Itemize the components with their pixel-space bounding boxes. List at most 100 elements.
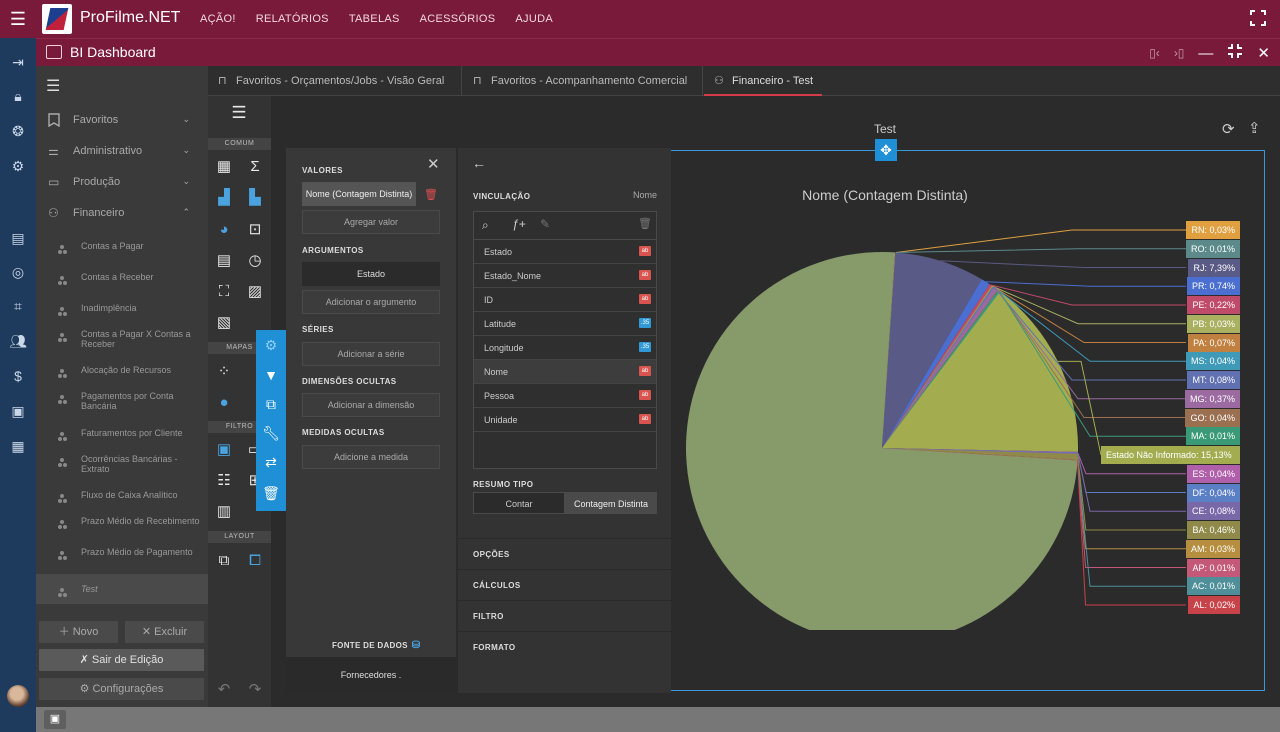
undo-icon[interactable]: ↶ xyxy=(217,681,231,698)
menu-tabelas[interactable]: TABELAS xyxy=(348,13,400,25)
pie-slice-pe[interactable] xyxy=(882,284,992,448)
geo-points-icon[interactable]: ⁘ xyxy=(217,363,231,380)
contagem-distinta-option[interactable]: Contagem Distinta xyxy=(565,492,657,514)
date-filter-icon[interactable]: ▥ xyxy=(216,503,232,520)
adicionar-serie-button[interactable]: Adicionar a série xyxy=(302,342,440,366)
nav-group-administrativo[interactable]: ⚌ Administrativo ⌄ xyxy=(36,137,208,165)
sigma-icon[interactable]: Σ xyxy=(250,158,260,175)
pie-slice-ma[interactable] xyxy=(882,290,1001,448)
value-item-button[interactable]: Nome (Contagem Distinta) xyxy=(302,182,416,206)
dock-right-icon[interactable]: ›▯ xyxy=(1173,46,1185,60)
move-handle-icon[interactable]: ✥ xyxy=(875,139,897,161)
field-row[interactable]: Estado_Nome ab xyxy=(474,264,656,288)
lock-icon[interactable]: 🔒︎ xyxy=(14,88,22,104)
presentation-icon[interactable]: ▣ xyxy=(11,403,25,419)
minimize-icon[interactable]: — xyxy=(1198,44,1214,62)
section-opcoes[interactable]: OPÇÕES xyxy=(458,538,672,570)
export-icon[interactable]: ⇪ xyxy=(1248,120,1261,137)
pie-slice-ba[interactable] xyxy=(882,448,1078,460)
list-filter-icon[interactable]: ☷ xyxy=(217,472,231,489)
nav-item-ocorrencias[interactable]: Ocorrências Bancárias - Extrato xyxy=(36,454,208,476)
nav-item-contas-a-receber[interactable]: Contas a Receber xyxy=(36,272,208,285)
gear-icon[interactable]: ⚙ xyxy=(11,158,25,174)
tab-container-icon[interactable]: ⧠ xyxy=(248,552,261,569)
circles-icon[interactable]: ❂ xyxy=(12,123,24,139)
nav-item-prazo-recebimento[interactable]: Prazo Médio de Recebimento xyxy=(36,516,208,538)
datasource-selector[interactable]: Fornecedores . xyxy=(286,657,456,693)
delete-icon[interactable]: 🗑︎ xyxy=(262,485,280,501)
adicione-medida-button[interactable]: Adicione a medida xyxy=(302,445,440,469)
coins-icon[interactable]: ◎ xyxy=(11,264,25,280)
scatter-icon[interactable]: ⊡ xyxy=(248,221,262,238)
nav-item-prazo-pagamento[interactable]: Prazo Médio de Pagamento xyxy=(36,547,208,569)
adicionar-dimensao-button[interactable]: Adicionar a dimensão xyxy=(302,393,440,417)
pie-slice-estado-não-informado[interactable] xyxy=(882,290,1078,452)
trash-icon[interactable]: 🗑︎ xyxy=(424,189,438,201)
field-row[interactable]: Longitude .35 xyxy=(474,336,656,360)
pie-slice-mg[interactable] xyxy=(882,287,998,448)
text-box-icon[interactable]: ⛶ xyxy=(218,283,230,300)
pie-slice-pr[interactable] xyxy=(882,279,990,448)
nav-item-contas-a-pagar[interactable]: Contas a Pagar xyxy=(36,241,208,254)
adicionar-argumento-button[interactable]: Adicionar o argumento xyxy=(302,290,440,314)
sidenav-toggle-icon[interactable]: ☰ xyxy=(46,78,61,95)
field-row[interactable]: Pessoa ab xyxy=(474,384,656,408)
toolbox-menu-icon[interactable]: ☰ xyxy=(231,103,247,122)
add-calculated-field-icon[interactable]: ƒ+ xyxy=(512,217,526,231)
grid-icon[interactable]: ▦ xyxy=(216,158,232,175)
tab-financeiro-test[interactable]: ⚇ Financeiro - Test xyxy=(704,66,822,96)
section-filtro[interactable]: FILTRO xyxy=(458,600,672,632)
nav-item-pagar-x-receber[interactable]: Contas a Pagar X Contas a Receber xyxy=(36,329,208,351)
nav-item-fluxo-caixa[interactable]: Fluxo de Caixa Analítico xyxy=(36,490,208,503)
filter-icon[interactable]: ▼ xyxy=(264,367,278,383)
delete-field-icon[interactable]: 🗑︎ xyxy=(638,218,652,230)
nav-item-alocacao[interactable]: Alocação de Recursos xyxy=(36,365,208,378)
bound-image-icon[interactable]: ▧ xyxy=(216,314,232,331)
section-calculos[interactable]: CÁLCULOS xyxy=(458,569,672,601)
pie-chart-icon[interactable]: ◕ xyxy=(219,221,229,238)
menu-relatorios[interactable]: RELATÓRIOS xyxy=(255,13,329,25)
convert-icon[interactable]: ⇄ xyxy=(265,454,277,470)
gauge-icon[interactable]: ◷ xyxy=(248,252,262,269)
field-row[interactable]: Latitude .35 xyxy=(474,312,656,336)
redo-icon[interactable]: ↷ xyxy=(248,681,262,698)
field-row[interactable]: ID ab xyxy=(474,288,656,312)
agregar-valor-button[interactable]: Agregar valor xyxy=(302,210,440,234)
report-icon[interactable]: ▤ xyxy=(11,230,25,246)
argument-item-button[interactable]: Estado xyxy=(302,262,440,286)
clapper-icon[interactable]: ▦ xyxy=(11,438,25,454)
search-icon[interactable]: ⌕ xyxy=(482,218,489,232)
group-icon[interactable]: ⧉ xyxy=(218,552,230,569)
configuracoes-button[interactable]: ⚙ Configurações xyxy=(39,678,204,700)
nav-group-producao[interactable]: ▭ Produção ⌄ xyxy=(36,168,208,196)
bar-chart-icon[interactable]: ▟ xyxy=(218,189,230,206)
interactivity-icon[interactable]: ⧉ xyxy=(266,396,276,412)
treemap-icon[interactable]: ▙ xyxy=(249,189,261,206)
novo-button[interactable]: ＋ Novo xyxy=(39,621,118,643)
cards-icon[interactable]: ▤ xyxy=(216,252,232,269)
user-avatar[interactable] xyxy=(7,685,29,707)
nav-group-financeiro[interactable]: ⚇ Financeiro ⌃ xyxy=(36,199,208,227)
back-arrow-icon[interactable]: ← xyxy=(472,155,486,171)
nav-group-favoritos[interactable]: Favoritos ⌄ xyxy=(36,106,208,134)
fullscreen-icon[interactable] xyxy=(1250,10,1266,26)
menu-ajuda[interactable]: AJUDA xyxy=(515,13,553,25)
pie-slice-rj[interactable] xyxy=(882,252,982,448)
nav-item-inadimplencia[interactable]: Inadimplência xyxy=(36,303,208,316)
nav-item-pagamentos-conta[interactable]: Pagamentos por Conta Bancária xyxy=(36,391,208,413)
settings-icon[interactable]: ⚙ xyxy=(264,337,278,353)
dock-left-icon[interactable]: ▯‹ xyxy=(1149,46,1160,60)
money-search-icon[interactable]: $ xyxy=(14,368,22,384)
wrench-icon[interactable]: 🔧︎ xyxy=(262,425,280,441)
menu-acao[interactable]: AÇÃO! xyxy=(200,13,236,25)
excluir-button[interactable]: ✕ Excluir xyxy=(125,621,204,643)
bubble-map-icon[interactable]: ● xyxy=(219,394,229,411)
tab-acompanhamento[interactable]: ⊓ Favoritos - Acompanhamento Comercial xyxy=(463,66,703,96)
field-row[interactable]: Nome ab xyxy=(474,360,656,384)
section-formato[interactable]: FORMATO xyxy=(458,631,672,663)
menu-acessorios[interactable]: ACESSÓRIOS xyxy=(419,13,496,25)
tab-orcamentos[interactable]: ⊓ Favoritos - Orçamentos/Jobs - Visão Ger… xyxy=(208,66,462,96)
login-icon[interactable]: ⇥ xyxy=(12,54,24,70)
nav-item-faturamentos[interactable]: Faturamentos por Cliente xyxy=(36,428,208,441)
hamburger-menu-icon[interactable]: ☰ xyxy=(9,8,27,29)
